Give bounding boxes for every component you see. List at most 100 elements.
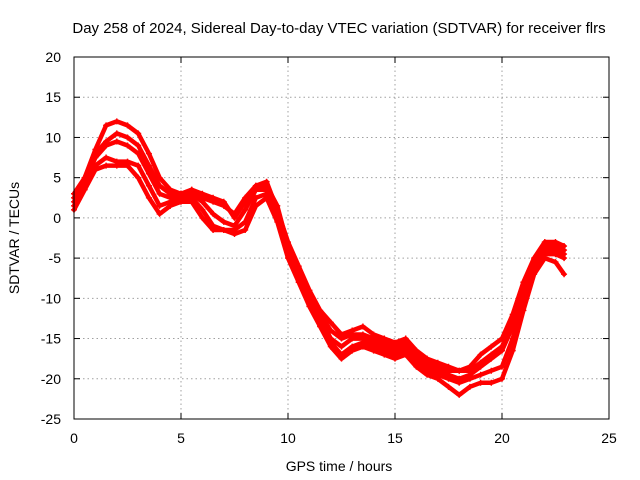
y-tick-label: 20 xyxy=(45,49,61,65)
data-point xyxy=(135,130,142,137)
data-point xyxy=(156,202,163,209)
data-point xyxy=(466,383,473,390)
data-point xyxy=(317,323,324,330)
data-point xyxy=(103,154,110,161)
chart-title: Day 258 of 2024, Sidereal Day-to-day VTE… xyxy=(72,20,605,37)
grid xyxy=(74,57,609,419)
data-point xyxy=(252,194,259,201)
data-point xyxy=(135,150,142,157)
data-point xyxy=(199,214,206,221)
y-tick-label: 5 xyxy=(53,170,61,186)
y-tick-label: -25 xyxy=(41,411,61,427)
data-point xyxy=(124,134,131,141)
data-point xyxy=(145,182,152,189)
data-point xyxy=(306,303,313,310)
data-point xyxy=(178,198,184,205)
data-point xyxy=(477,363,484,370)
data-point xyxy=(263,194,270,201)
data-point xyxy=(488,367,495,374)
data-point xyxy=(199,198,206,205)
data-point xyxy=(338,335,345,342)
data-point xyxy=(349,335,356,342)
data-point xyxy=(135,174,142,181)
data-point xyxy=(167,202,174,209)
data-point xyxy=(113,118,120,125)
data-point xyxy=(327,319,334,326)
data-point xyxy=(488,343,495,350)
data-point xyxy=(103,162,110,169)
data-point xyxy=(338,355,345,362)
data-point xyxy=(92,154,99,161)
data-point xyxy=(561,271,568,278)
data-point xyxy=(488,379,495,386)
y-tick-label: -20 xyxy=(41,371,61,387)
data-point xyxy=(456,379,463,386)
y-tick-label: -10 xyxy=(41,290,61,306)
data-point xyxy=(338,343,345,350)
data-point xyxy=(552,251,559,258)
data-point xyxy=(145,170,152,177)
data-point xyxy=(477,371,484,378)
data-point xyxy=(499,347,505,354)
data-point xyxy=(531,271,538,278)
data-point xyxy=(103,142,110,149)
data-point xyxy=(81,186,88,193)
data-point xyxy=(113,162,120,169)
data-point xyxy=(477,351,484,358)
data-point xyxy=(359,323,366,330)
x-axis-label: GPS time / hours xyxy=(286,458,393,474)
data-point xyxy=(349,347,356,354)
data-point xyxy=(220,226,227,233)
data-point xyxy=(445,383,452,390)
data-point xyxy=(445,375,452,382)
data-point xyxy=(145,150,152,157)
data-point xyxy=(295,279,302,286)
data-point xyxy=(252,186,259,193)
data-point xyxy=(242,206,249,213)
data-point xyxy=(488,355,495,362)
data-point xyxy=(199,206,206,213)
data-point xyxy=(466,375,473,382)
data-point xyxy=(220,218,227,225)
x-tick-label: 25 xyxy=(601,430,617,446)
data-point xyxy=(327,343,334,350)
data-point xyxy=(274,218,281,225)
data-point xyxy=(210,210,217,217)
data-point xyxy=(541,255,548,262)
data-point xyxy=(135,162,142,169)
data-point xyxy=(285,255,291,262)
data-point xyxy=(434,375,441,382)
data-point xyxy=(188,198,195,205)
data-point xyxy=(252,202,259,209)
y-tick-label: -15 xyxy=(41,331,61,347)
x-tick-label: 0 xyxy=(70,430,78,446)
data-point xyxy=(103,122,110,129)
y-tick-label: 0 xyxy=(53,210,61,226)
y-tick-label: 10 xyxy=(45,129,61,145)
data-point xyxy=(242,226,249,233)
data-point xyxy=(477,379,484,386)
data-point xyxy=(242,194,249,201)
x-tick-label: 5 xyxy=(177,430,185,446)
data-point xyxy=(113,138,120,145)
data-point xyxy=(156,210,163,217)
data-point xyxy=(402,351,409,358)
data-point xyxy=(561,255,568,262)
data-point xyxy=(124,162,131,169)
data-point xyxy=(156,190,163,197)
data-point xyxy=(113,130,120,137)
data-point xyxy=(424,371,431,378)
data-point xyxy=(499,363,505,370)
data-point xyxy=(552,259,559,266)
data-point xyxy=(392,355,398,362)
data-point xyxy=(135,142,142,149)
data-point xyxy=(231,230,238,237)
data-point xyxy=(499,375,505,382)
data-point xyxy=(92,166,99,173)
series-track-5 xyxy=(71,162,568,398)
data-point xyxy=(456,367,463,374)
y-tick-label: -5 xyxy=(49,250,62,266)
plot-frame xyxy=(73,56,610,420)
data-point xyxy=(124,122,131,129)
